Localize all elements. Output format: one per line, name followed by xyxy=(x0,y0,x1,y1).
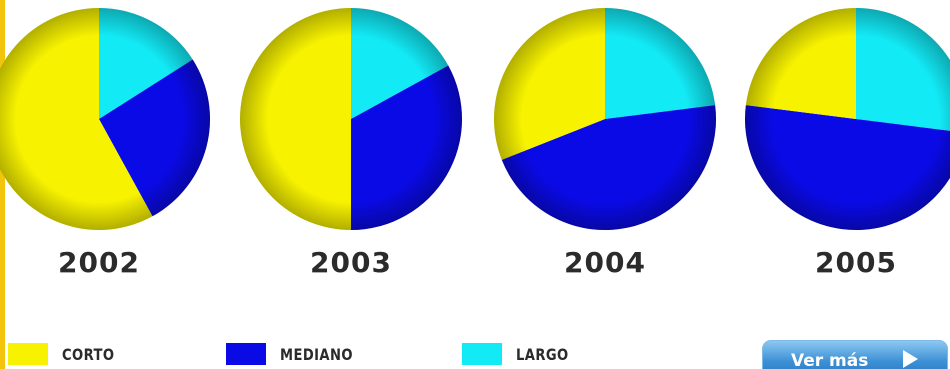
legend-swatch-largo xyxy=(462,343,502,365)
legend-swatch-mediano xyxy=(226,343,266,365)
legend-item-largo: LARGO xyxy=(462,342,580,366)
pie-shading-2002 xyxy=(0,8,210,230)
pie-shading-2004 xyxy=(494,8,716,230)
legend-label-largo: LARGO xyxy=(516,344,569,364)
legend-label-corto: CORTO xyxy=(62,344,115,364)
legend-swatch-corto xyxy=(8,343,48,365)
ver-mas-button[interactable]: Ver más xyxy=(762,340,948,369)
pie-title-2003: 2003 xyxy=(310,246,392,279)
ver-mas-label: Ver más xyxy=(791,351,869,369)
pie-shading-2003 xyxy=(240,8,462,230)
pie-title-2005: 2005 xyxy=(815,246,897,279)
accent-bar xyxy=(0,0,5,369)
pie-title-2004: 2004 xyxy=(564,246,646,279)
pie-charts xyxy=(0,8,950,231)
legend-label-mediano: MEDIANO xyxy=(280,344,353,364)
play-arrow-icon xyxy=(903,350,918,368)
pie-title-2002: 2002 xyxy=(58,246,140,279)
pie-shading-2005 xyxy=(745,8,950,230)
legend-item-corto: CORTO xyxy=(8,342,126,366)
legend-item-mediano: MEDIANO xyxy=(226,342,369,366)
